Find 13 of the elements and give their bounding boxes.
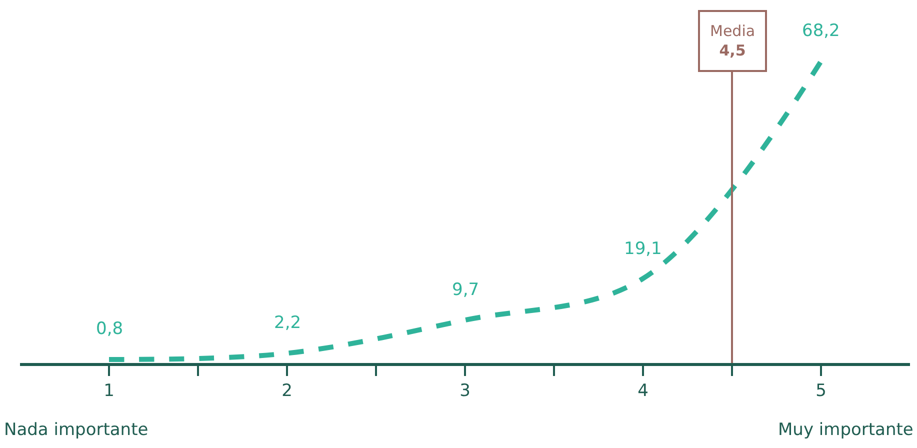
x-tick-label: 2 bbox=[282, 381, 292, 402]
data-label: 9,7 bbox=[452, 280, 480, 300]
ref-line-label: Media 4,5 bbox=[710, 22, 756, 60]
data-label: 68,2 bbox=[802, 21, 840, 41]
x-tick-label: 5 bbox=[816, 381, 826, 402]
data-label: 0,8 bbox=[96, 319, 124, 339]
data-label: 19,1 bbox=[624, 239, 662, 259]
data-label: 2,2 bbox=[274, 313, 302, 333]
x-tick-label: 3 bbox=[460, 381, 470, 402]
x-tick-label: 1 bbox=[104, 381, 114, 402]
text: Muy importante bbox=[778, 420, 914, 440]
text: Nada importante bbox=[4, 420, 148, 440]
x-tick-label: 4 bbox=[638, 381, 648, 402]
